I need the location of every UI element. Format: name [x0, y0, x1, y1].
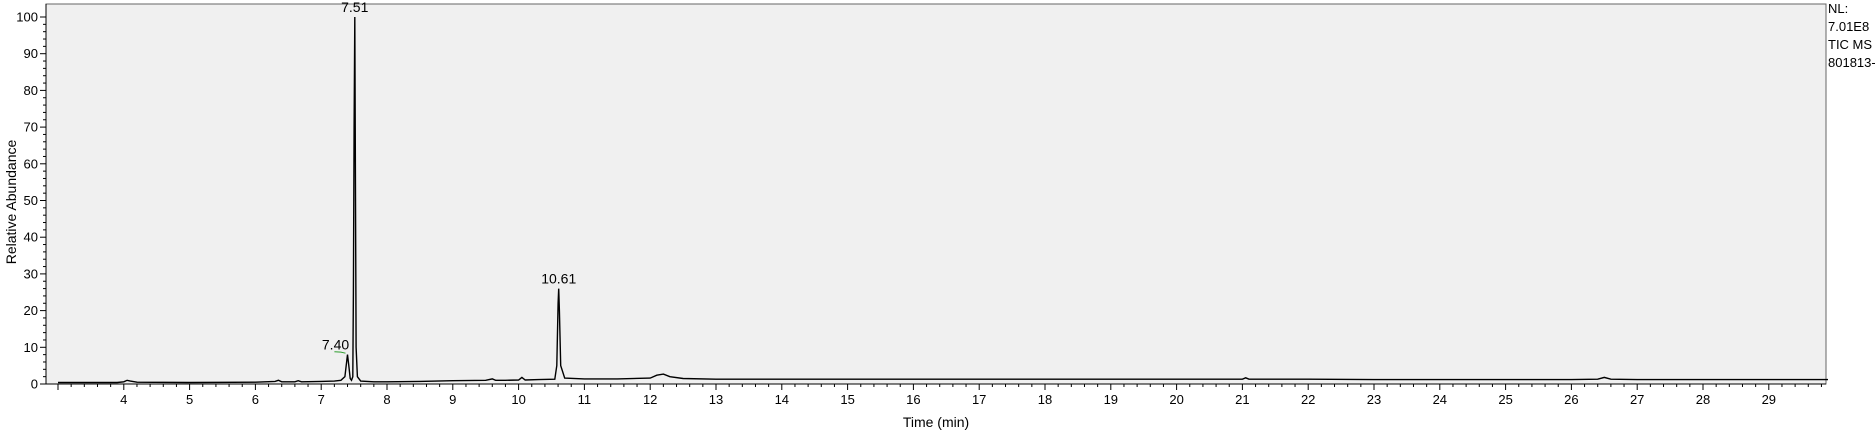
x-tick-label: 12: [643, 392, 657, 407]
peak-labels: 7.51 10.61 7.40: [322, 0, 577, 353]
x-tick-label: 16: [906, 392, 920, 407]
x-tick-label: 19: [1104, 392, 1118, 407]
peak-label: 7.51: [341, 0, 368, 15]
y-tick-label: 80: [24, 83, 38, 98]
x-tick-label: 7: [318, 392, 325, 407]
plot-background: [45, 3, 1827, 385]
y-tick-label: 30: [24, 266, 38, 281]
x-tick-label: 9: [449, 392, 456, 407]
y-tick-label: 10: [24, 340, 38, 355]
x-tick-label: 17: [972, 392, 986, 407]
x-tick-label: 29: [1762, 392, 1776, 407]
x-tick-label: 6: [252, 392, 259, 407]
integration-baseline: [334, 351, 346, 354]
x-tick-label: 22: [1301, 392, 1315, 407]
x-tick-label: 24: [1433, 392, 1447, 407]
side-info-line: TIC MS: [1828, 37, 1872, 52]
y-tick-label: 70: [24, 120, 38, 135]
peak-label: 10.61: [541, 271, 576, 287]
side-info-line: 7.01E8: [1828, 19, 1869, 34]
y-tick-label: 100: [16, 10, 38, 25]
x-tick-label: 26: [1564, 392, 1578, 407]
x-tick-label: 5: [186, 392, 193, 407]
x-tick-label: 8: [383, 392, 390, 407]
x-tick-label: 4: [120, 392, 127, 407]
side-info-line: NL:: [1828, 1, 1848, 16]
peak-label: 7.40: [322, 337, 349, 353]
x-tick-label: 10: [511, 392, 525, 407]
x-tick-label: 23: [1367, 392, 1381, 407]
axes: 4 5 6 7 8 9 10 11 12 13 14 15 16 17 18 19 20 21 22 23 24 25 26…: [16, 4, 1826, 407]
x-tick-label: 11: [578, 392, 592, 407]
y-tick-label: 40: [24, 230, 38, 245]
side-info-line: 801813-: [1828, 55, 1875, 70]
x-tick-label: 25: [1498, 392, 1512, 407]
x-tick-label: 14: [775, 392, 789, 407]
y-axis-label: Relative Abundance: [3, 140, 19, 265]
y-tick-label: 0: [31, 377, 38, 392]
x-tick-label: 28: [1696, 392, 1710, 407]
y-tick-label: 50: [24, 193, 38, 208]
traces: [58, 16, 1828, 384]
tic-trace: [58, 16, 1828, 384]
side-info: NL: 7.01E8 TIC MS 801813-: [1828, 1, 1875, 70]
x-tick-label: 13: [709, 392, 723, 407]
x-tick-label: 20: [1169, 392, 1183, 407]
x-tick-label: 18: [1038, 392, 1052, 407]
x-axis-label: Time (min): [903, 414, 969, 430]
y-tick-label: 90: [24, 46, 38, 61]
y-tick-label: 20: [24, 303, 38, 318]
x-tick-label: 27: [1630, 392, 1644, 407]
y-tick-label: 60: [24, 156, 38, 171]
x-tick-label: 15: [840, 392, 854, 407]
x-tick-label: 21: [1235, 392, 1249, 407]
